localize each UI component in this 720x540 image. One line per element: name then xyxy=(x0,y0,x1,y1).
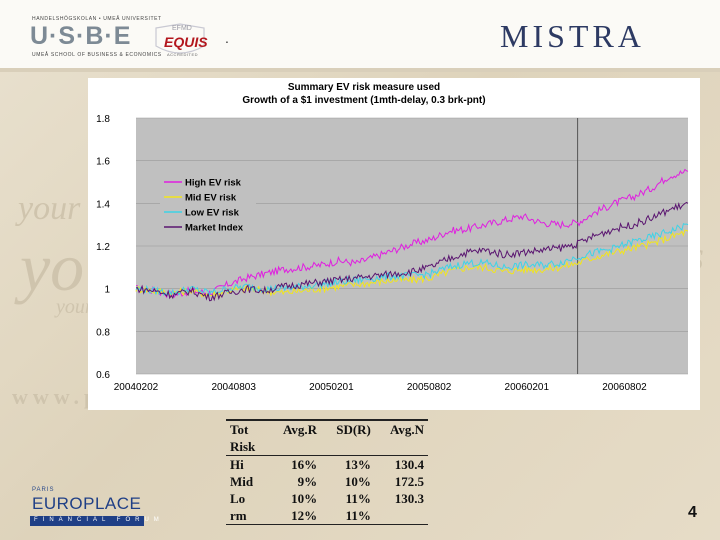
series-line-market-index xyxy=(135,201,689,302)
background-word: your xyxy=(18,190,81,227)
x-tick-label: 20060802 xyxy=(602,382,647,393)
chart-panel: Summary EV risk measure used Growth of a… xyxy=(88,78,700,410)
table-row: Hi 16% 13% 130.4 xyxy=(226,455,428,473)
chart-title: Summary EV risk measure used xyxy=(288,82,440,93)
accredited-label: ACCREDITED xyxy=(167,52,199,57)
equis-badge-icon xyxy=(155,23,205,54)
header-avg-n: Avg.N xyxy=(374,419,428,456)
europlace-bar xyxy=(30,516,144,526)
header-tot-risk: Tot Risk xyxy=(226,419,268,456)
cell-sd-r: 11% xyxy=(321,507,375,525)
legend-label: Mid EV risk xyxy=(185,193,237,204)
dot-mark: . xyxy=(225,30,229,46)
series-line-mid-ev-risk xyxy=(135,229,689,299)
row-label: Mid xyxy=(230,474,254,489)
legend-label: High EV risk xyxy=(185,178,242,189)
x-tick-label: 20050802 xyxy=(407,382,452,393)
y-tick-label: 1 xyxy=(104,285,110,296)
series-line-high-ev-risk xyxy=(135,168,689,299)
cell-avg-r: 16% xyxy=(268,455,322,473)
cell-sd-r: 11% xyxy=(345,491,371,506)
header-sd-r: SD(R) xyxy=(321,419,375,456)
table-row: Mid 9% 10% 172.5 xyxy=(226,473,428,490)
cell-avg-n: 130.4 xyxy=(374,455,428,473)
y-tick-label: 1.8 xyxy=(96,114,110,125)
x-tick-label: 20060201 xyxy=(505,382,550,393)
paris-label: PARIS xyxy=(32,487,55,493)
mistra-logo: MISTRA xyxy=(500,18,645,54)
efmd-label: EFMD xyxy=(172,25,192,32)
usbe-sub-text: UMEÅ SCHOOL OF BUSINESS & ECONOMICS xyxy=(32,52,162,58)
europlace-logo: EUROPLACE xyxy=(32,494,142,513)
y-tick-label: 1.4 xyxy=(96,199,110,210)
table-header-row: Tot Risk Avg.R SD(R) Avg.N xyxy=(226,419,428,456)
header-bar xyxy=(0,0,720,68)
y-tick-label: 0.8 xyxy=(96,327,110,338)
row-label: Lo xyxy=(230,491,246,506)
series-line-low-ev-risk xyxy=(135,223,689,297)
legend-label: Low EV risk xyxy=(185,208,240,219)
chart-subtitle: Growth of a $1 investment (1mth-delay, 0… xyxy=(242,95,485,106)
equis-logo: EQUIS xyxy=(164,34,208,50)
x-tick-label: 20040202 xyxy=(114,382,159,393)
header-divider xyxy=(0,68,720,72)
cell-avg-n xyxy=(374,507,428,525)
cell-avg-r: 10% xyxy=(291,491,318,506)
header-avg-r: Avg.R xyxy=(268,419,322,456)
background-word: yo xyxy=(20,229,85,305)
y-tick-label: 1.2 xyxy=(96,242,110,253)
row-label: Hi xyxy=(226,455,268,473)
cell-avg-n: 130.3 xyxy=(394,491,424,506)
page-number: 4 xyxy=(688,504,697,521)
y-tick-label: 0.6 xyxy=(96,370,110,381)
table-row: Lo 10% 11% 130.3 xyxy=(226,490,428,507)
cell-sd-r: 10% xyxy=(344,474,371,489)
x-tick-label: 20040803 xyxy=(211,382,256,393)
risk-statistics-table: Tot Risk Avg.R SD(R) Avg.N Hi 16% 13% 130… xyxy=(226,419,428,525)
y-tick-label: 1.6 xyxy=(96,157,110,168)
cell-avg-r: 12% xyxy=(268,507,322,525)
usbe-logo: U·S·B·E xyxy=(30,22,132,50)
cell-avg-n: 172.5 xyxy=(394,474,424,489)
x-tick-label: 20050201 xyxy=(309,382,354,393)
cell-sd-r: 13% xyxy=(321,455,375,473)
usbe-top-text: HANDELSHÖGSKOLAN • UMEÅ UNIVERSITET xyxy=(32,16,162,22)
line-chart: Summary EV risk measure used Growth of a… xyxy=(96,82,689,393)
legend-label: Market Index xyxy=(185,223,244,234)
cell-avg-r: 9% xyxy=(297,474,318,489)
table-row: rm 12% 11% xyxy=(226,507,428,525)
financial-forum-label: FINANCIAL FORUM xyxy=(34,517,164,523)
row-label: rm xyxy=(226,507,268,525)
